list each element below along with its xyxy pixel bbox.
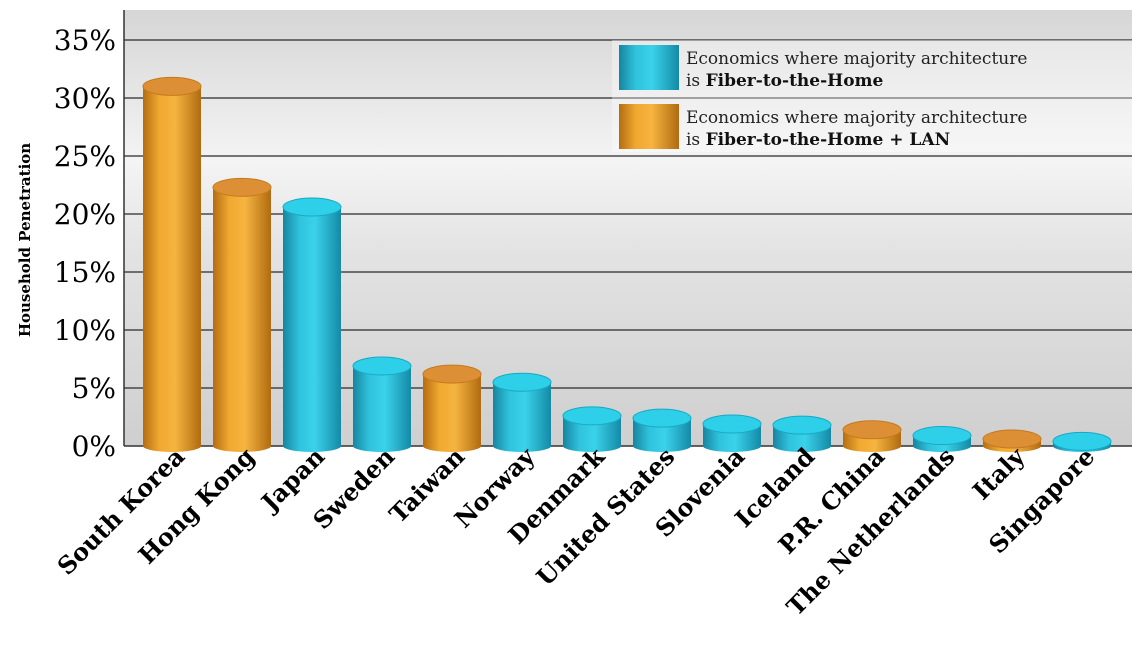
bar xyxy=(352,356,412,452)
bar-base xyxy=(843,440,901,452)
y-tick-label: 25% xyxy=(54,140,116,173)
bar xyxy=(282,197,342,452)
y-tick-label: 35% xyxy=(54,24,116,57)
bar-cap xyxy=(912,426,972,446)
bar-base xyxy=(143,440,201,452)
bar xyxy=(562,406,622,452)
bar-cap xyxy=(1052,431,1112,451)
bar-cap xyxy=(352,356,412,376)
bar-cap xyxy=(632,408,692,428)
bar-cap xyxy=(702,414,762,434)
bar-body xyxy=(353,365,411,446)
bar-base xyxy=(283,440,341,452)
legend-lan-line2: is Fiber-to-the-Home + LAN xyxy=(686,130,950,150)
bar-body xyxy=(213,187,271,446)
bar xyxy=(492,372,552,452)
bar-base xyxy=(423,440,481,452)
bar xyxy=(632,408,692,452)
bar xyxy=(1052,431,1112,452)
legend-background xyxy=(612,40,1132,152)
bar-cap xyxy=(842,420,902,440)
bar-base xyxy=(563,440,621,452)
y-tick-label: 15% xyxy=(54,256,116,289)
bar xyxy=(422,364,482,452)
bar-base xyxy=(773,440,831,452)
bar xyxy=(142,76,202,452)
bar-cap xyxy=(562,406,622,426)
bar-cap xyxy=(212,177,272,197)
y-tick-label: 0% xyxy=(72,430,116,463)
bar-cap xyxy=(422,364,482,384)
bar xyxy=(702,414,762,452)
bar-base xyxy=(493,440,551,452)
bar-body xyxy=(143,86,201,447)
bar xyxy=(912,426,972,452)
bars xyxy=(142,76,1112,452)
legend-ftth-line1: Economics where majority architecture xyxy=(686,49,1027,69)
bar-base xyxy=(213,440,271,452)
bar-body xyxy=(493,382,551,446)
bar xyxy=(212,177,272,452)
legend-swatch-lan xyxy=(619,104,679,149)
bar-base xyxy=(703,440,761,452)
bar-base xyxy=(353,440,411,452)
y-tick-label: 5% xyxy=(72,372,116,405)
y-tick-label: 30% xyxy=(54,82,116,115)
legend-lan-line1: Economics where majority architecture xyxy=(686,108,1027,128)
legend-swatch-ftth xyxy=(619,45,679,90)
bar-cap xyxy=(282,197,342,217)
bar-cap xyxy=(492,372,552,392)
y-tick-label: 20% xyxy=(54,198,116,231)
bar-cap xyxy=(142,76,202,96)
legend: Economics where majority architecture is… xyxy=(612,40,1132,152)
bar-body xyxy=(423,374,481,446)
bar-body xyxy=(283,207,341,446)
y-tick-label: 10% xyxy=(54,314,116,347)
bar xyxy=(772,415,832,452)
bar-base xyxy=(633,440,691,452)
y-tick-labels: 0% 5% 10% 15% 20% 25% 30% 35% xyxy=(54,24,116,463)
bar xyxy=(842,420,902,452)
bar-cap xyxy=(772,415,832,435)
bar-cap xyxy=(982,429,1042,449)
y-axis-label: Household Penetration xyxy=(16,143,34,337)
legend-ftth-line2: is Fiber-to-the-Home xyxy=(686,71,884,91)
bar xyxy=(982,429,1042,452)
